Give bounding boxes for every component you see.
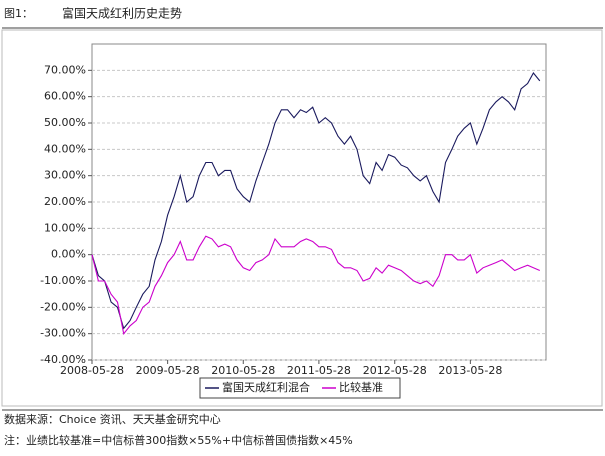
legend-label: 比较基准 — [339, 380, 383, 394]
chart-frame — [1, 29, 603, 407]
source-note: 数据来源：Choice 资讯、天天基金研究中心 — [4, 412, 221, 426]
x-tick-label: 2011-05-28 — [287, 364, 351, 377]
y-tick-label: -10.00% — [40, 274, 86, 287]
legend-box — [199, 377, 401, 399]
legend-label: 富国天成红利混合 — [222, 380, 310, 394]
figure-label: 图1： — [4, 7, 33, 20]
x-tick-label: 2009-05-28 — [136, 364, 200, 377]
x-tick-label: 2008-05-28 — [60, 364, 124, 377]
y-tick-label: 20.00% — [44, 195, 86, 208]
y-tick-label: 10.00% — [44, 221, 86, 234]
y-tick-label: -30.00% — [40, 327, 86, 340]
series-line — [91, 72, 541, 330]
figure-title: 富国天成红利历史走势 — [62, 6, 182, 21]
y-tick-label: -20.00% — [40, 300, 86, 313]
y-tick-label: 60.00% — [44, 90, 86, 103]
x-tick-label: 2012-05-28 — [363, 364, 427, 377]
x-tick-label: 2010-05-28 — [211, 364, 275, 377]
y-tick-label: 70.00% — [44, 63, 86, 76]
y-tick-label: 30.00% — [44, 169, 86, 182]
y-tick-label: -40.00% — [40, 353, 86, 366]
y-tick-label: 0.00% — [51, 248, 86, 261]
x-tick-label: 2013-05-28 — [438, 364, 502, 377]
benchmark-note: 注：业绩比较基准=中信标普300指数×55%+中信标普国债指数×45% — [4, 433, 353, 447]
series-line — [91, 235, 541, 335]
y-tick-label: 50.00% — [44, 116, 86, 129]
y-tick-label: 40.00% — [44, 142, 86, 155]
